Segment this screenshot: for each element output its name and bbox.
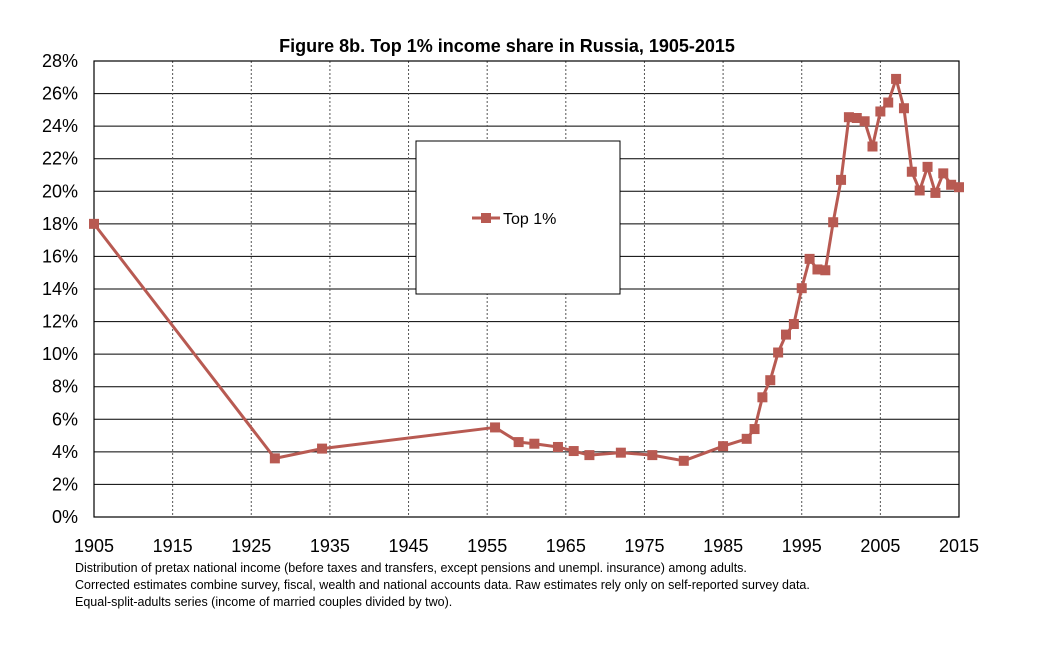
data-point	[615, 447, 626, 458]
data-point	[584, 450, 595, 461]
x-tick-label: 1995	[782, 536, 822, 556]
footnote-3: Equal-split-adults series (income of mar…	[75, 595, 453, 609]
footnote-2: Corrected estimates combine survey, fisc…	[75, 578, 810, 592]
y-tick-label: 8%	[52, 377, 78, 397]
data-point	[529, 438, 540, 449]
y-tick-label: 4%	[52, 442, 78, 462]
x-tick-label: 1985	[703, 536, 743, 556]
legend-marker	[481, 213, 491, 223]
y-tick-label: 14%	[42, 279, 78, 299]
data-point	[946, 179, 957, 190]
data-point	[906, 166, 917, 177]
data-point	[851, 113, 862, 123]
chart-title: Figure 8b. Top 1% income share in Russia…	[279, 36, 735, 56]
data-point	[867, 141, 878, 152]
data-point	[930, 187, 941, 198]
y-tick-label: 26%	[42, 84, 78, 104]
line-chart: Figure 8b. Top 1% income share in Russia…	[42, 36, 979, 556]
x-tick-label: 2005	[860, 536, 900, 556]
y-tick-label: 12%	[42, 312, 78, 332]
y-tick-label: 2%	[52, 474, 78, 494]
data-point	[922, 161, 933, 172]
data-point	[938, 168, 949, 179]
data-point	[788, 319, 799, 330]
footnote-1: Distribution of pretax national income (…	[75, 561, 747, 575]
y-tick-label: 28%	[42, 51, 78, 71]
data-point	[859, 116, 870, 127]
data-point	[828, 217, 839, 228]
data-point	[269, 453, 280, 464]
x-tick-label: 2015	[939, 536, 979, 556]
data-point	[741, 433, 752, 444]
y-tick-label: 16%	[42, 246, 78, 266]
y-tick-label: 18%	[42, 214, 78, 234]
data-point	[317, 443, 328, 454]
legend-label: Top 1%	[503, 211, 556, 228]
y-tick-label: 10%	[42, 344, 78, 364]
data-point	[812, 264, 823, 275]
x-tick-label: 1945	[389, 536, 429, 556]
data-point	[568, 446, 579, 457]
data-point	[898, 103, 909, 114]
data-point	[773, 347, 784, 358]
x-tick-label: 1915	[153, 536, 193, 556]
data-point	[875, 106, 886, 117]
data-point	[891, 73, 902, 84]
data-point	[678, 455, 689, 466]
y-tick-label: 20%	[42, 181, 78, 201]
data-point	[820, 265, 831, 276]
x-tick-label: 1975	[624, 536, 664, 556]
data-point	[749, 424, 760, 435]
data-point	[914, 185, 925, 196]
x-tick-label: 1935	[310, 536, 350, 556]
x-tick-label: 1905	[74, 536, 114, 556]
y-tick-label: 6%	[52, 409, 78, 429]
y-tick-label: 22%	[42, 149, 78, 169]
data-point	[781, 329, 791, 340]
data-point	[954, 182, 964, 193]
legend: Top 1%	[415, 140, 621, 295]
data-point	[757, 392, 768, 403]
data-point	[647, 450, 658, 461]
x-tick-label: 1925	[231, 536, 271, 556]
y-tick-label: 24%	[42, 116, 78, 136]
x-tick-label: 1955	[467, 536, 507, 556]
data-point	[765, 375, 776, 386]
data-point	[843, 112, 854, 123]
data-point	[796, 283, 807, 294]
data-point	[513, 437, 524, 448]
x-tick-label: 1965	[546, 536, 586, 556]
data-point	[836, 174, 847, 185]
data-point	[490, 422, 501, 433]
data-point	[552, 441, 563, 452]
data-point	[804, 253, 815, 264]
data-point	[89, 218, 99, 229]
y-tick-label: 0%	[52, 507, 78, 527]
data-point	[883, 97, 894, 108]
data-point	[718, 441, 729, 452]
plot-border	[93, 60, 960, 518]
